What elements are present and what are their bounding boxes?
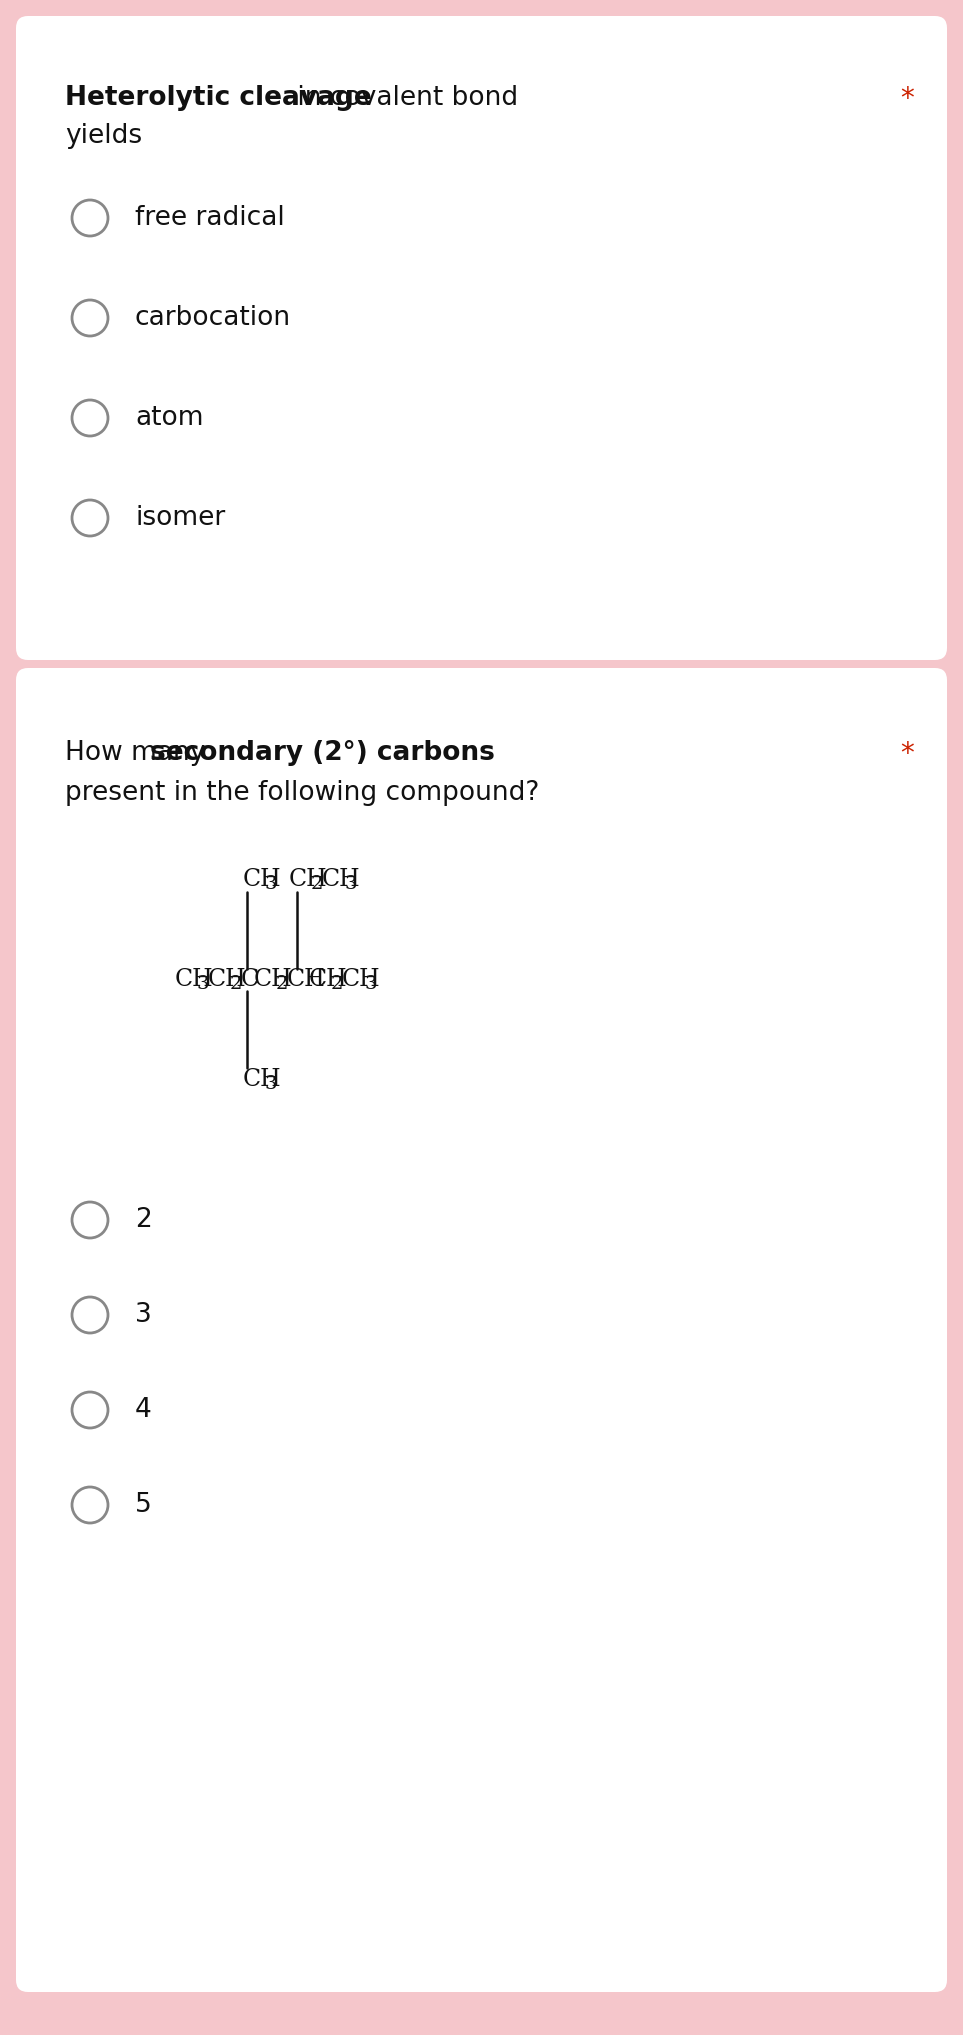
Text: Heterolytic cleavage: Heterolytic cleavage [65,85,372,112]
Text: CH: CH [254,969,293,991]
Text: CH: CH [243,869,281,891]
Text: isomer: isomer [135,505,225,531]
Text: CH: CH [289,869,327,891]
FancyBboxPatch shape [16,16,947,659]
Text: *: * [900,741,914,767]
Text: CH: CH [342,969,380,991]
Text: 2: 2 [311,875,324,893]
Text: 3: 3 [265,1074,277,1093]
Circle shape [72,1296,108,1333]
Circle shape [72,1392,108,1429]
Text: 3: 3 [344,875,356,893]
Text: secondary (2°) carbons: secondary (2°) carbons [150,741,495,765]
Text: CH: CH [243,1068,281,1091]
Text: *: * [900,85,914,114]
Text: CH: CH [287,969,325,991]
Text: 4: 4 [135,1396,152,1422]
Text: CH: CH [309,969,348,991]
Text: free radical: free radical [135,206,285,232]
Text: 3: 3 [265,875,277,893]
Text: 2: 2 [135,1207,152,1233]
Text: CH: CH [175,969,214,991]
Text: 3: 3 [364,975,377,993]
Text: CH: CH [322,869,360,891]
FancyBboxPatch shape [16,667,947,1992]
Circle shape [72,199,108,236]
Circle shape [72,1488,108,1522]
Text: C: C [241,969,259,991]
Text: 3: 3 [135,1302,152,1329]
Text: atom: atom [135,405,203,431]
Text: carbocation: carbocation [135,305,291,332]
Text: 5: 5 [135,1492,152,1518]
Text: 3: 3 [197,975,210,993]
Text: How many: How many [65,741,214,765]
Text: 2: 2 [276,975,288,993]
Text: 2: 2 [331,975,344,993]
Text: in covalent bond: in covalent bond [289,85,518,112]
Text: 2: 2 [230,975,243,993]
Text: CH: CH [208,969,247,991]
Text: present in the following compound?: present in the following compound? [65,779,539,806]
Circle shape [72,401,108,435]
Text: yields: yields [65,122,143,149]
Circle shape [72,1203,108,1237]
Circle shape [72,299,108,336]
Circle shape [72,501,108,535]
